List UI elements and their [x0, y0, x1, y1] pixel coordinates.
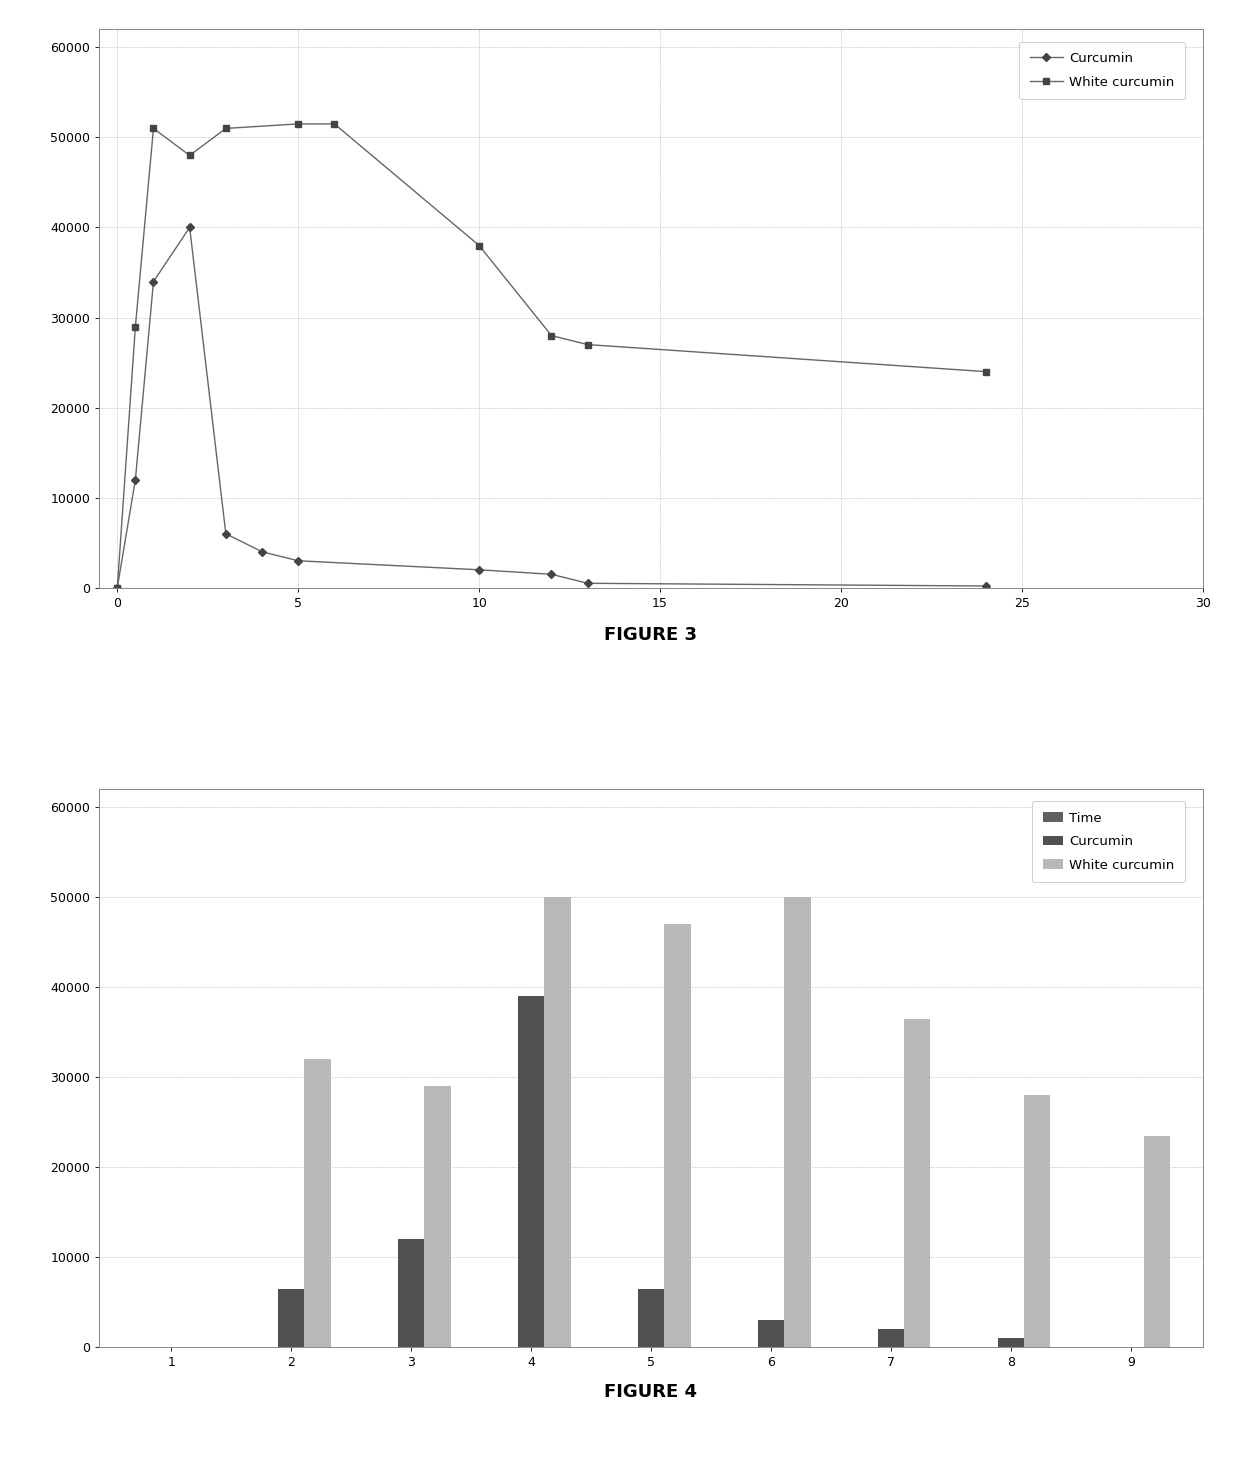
Bar [544, 897, 570, 1347]
Bar [784, 897, 811, 1347]
White curcumin [146, 120, 161, 138]
Text: FIGURE 4: FIGURE 4 [605, 1382, 697, 1401]
Line: White curcumin: White curcumin [114, 120, 990, 591]
Bar [424, 1086, 450, 1347]
Curcumin [128, 471, 143, 488]
Bar [904, 1019, 930, 1347]
Bar [1024, 1095, 1050, 1347]
White curcumin [327, 116, 342, 133]
Legend: Time, Curcumin, White curcumin: Time, Curcumin, White curcumin [1033, 800, 1185, 883]
Bar [518, 995, 544, 1347]
Bar [398, 1239, 424, 1347]
White curcumin [978, 362, 993, 380]
Bar [278, 1289, 304, 1347]
Bar [998, 1338, 1024, 1347]
White curcumin [290, 116, 305, 133]
White curcumin [110, 579, 125, 597]
Bar [304, 1058, 331, 1347]
Curcumin [110, 579, 125, 597]
Curcumin [290, 553, 305, 570]
White curcumin [544, 327, 559, 345]
Line: Curcumin: Curcumin [114, 224, 988, 591]
Legend: Curcumin, White curcumin: Curcumin, White curcumin [1019, 41, 1185, 100]
White curcumin [218, 120, 233, 138]
White curcumin [128, 318, 143, 336]
White curcumin [471, 236, 486, 254]
Curcumin [544, 566, 559, 583]
Curcumin [182, 218, 197, 236]
Bar [1145, 1136, 1171, 1347]
Text: FIGURE 3: FIGURE 3 [605, 626, 697, 644]
Curcumin [580, 575, 595, 592]
White curcumin [580, 336, 595, 353]
Curcumin [218, 525, 233, 542]
Curcumin [146, 273, 161, 290]
Bar [758, 1321, 784, 1347]
Curcumin [471, 561, 486, 579]
Bar [637, 1289, 665, 1347]
Bar [665, 924, 691, 1347]
White curcumin [182, 147, 197, 164]
Curcumin [254, 542, 269, 560]
Bar [878, 1330, 904, 1347]
Curcumin [978, 578, 993, 595]
